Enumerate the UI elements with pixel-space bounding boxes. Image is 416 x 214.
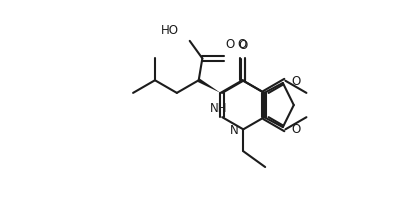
Text: N: N — [230, 124, 238, 137]
Text: O: O — [292, 123, 301, 135]
Text: O: O — [292, 74, 301, 88]
Text: HO: HO — [161, 24, 179, 37]
Polygon shape — [198, 79, 220, 93]
Text: NH: NH — [210, 101, 228, 114]
Text: O: O — [237, 38, 246, 51]
Text: O: O — [239, 39, 248, 52]
Text: O: O — [226, 38, 235, 51]
